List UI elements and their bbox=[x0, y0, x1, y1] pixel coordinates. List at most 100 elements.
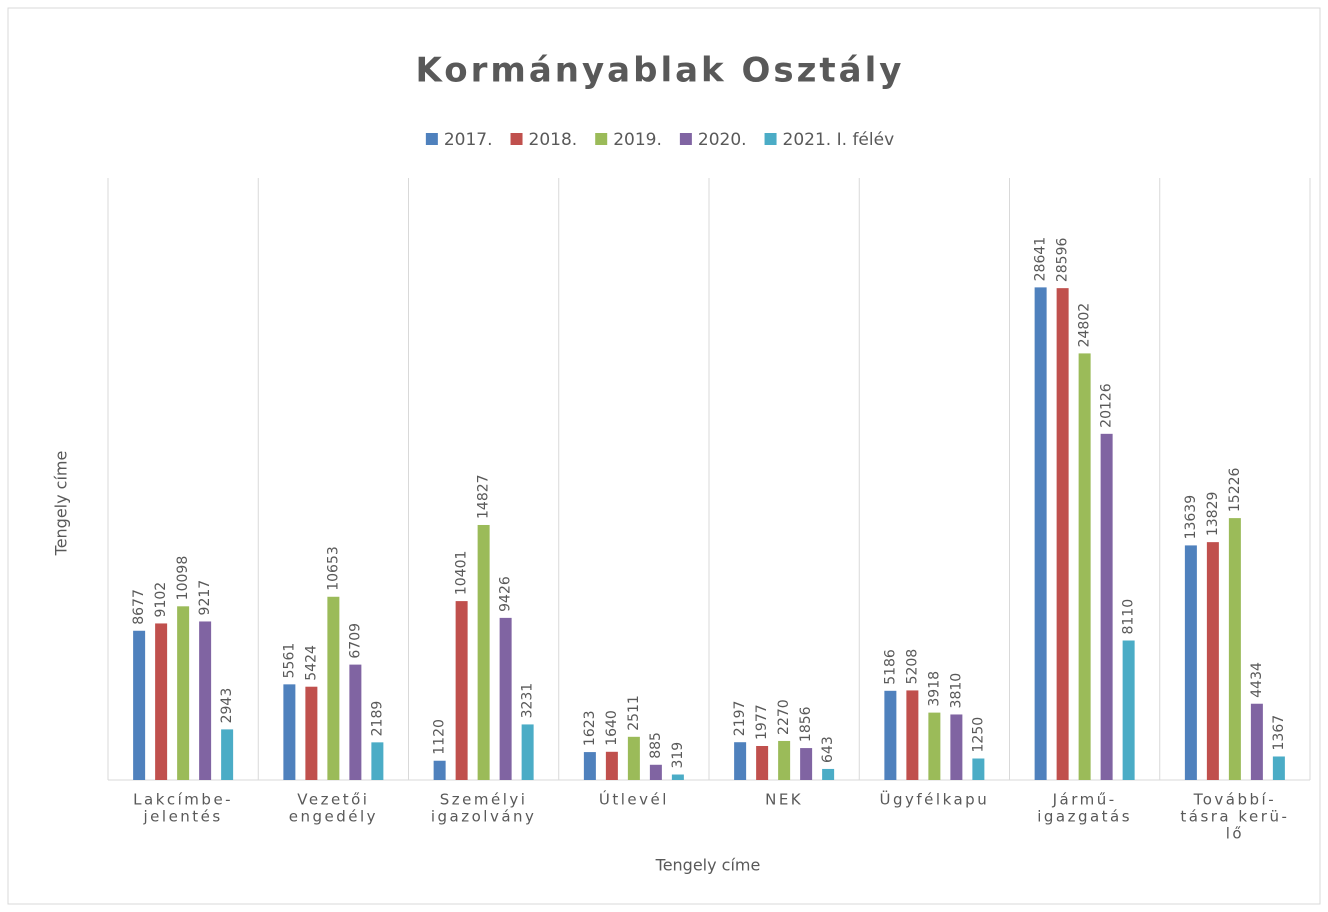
data-label: 643 bbox=[820, 736, 836, 763]
data-label: 5208 bbox=[904, 649, 920, 685]
bar bbox=[756, 745, 769, 780]
data-label: 885 bbox=[648, 732, 664, 759]
data-label: 13829 bbox=[1205, 492, 1221, 537]
legend-swatch bbox=[679, 133, 692, 145]
chart-title: Kormányablak Osztály bbox=[416, 51, 905, 91]
bar bbox=[477, 524, 490, 780]
data-label: 5561 bbox=[281, 643, 297, 679]
x-tick-label: lő bbox=[1226, 825, 1244, 843]
data-label: 13639 bbox=[1183, 495, 1199, 540]
x-tick-label: igazgatás bbox=[1037, 808, 1132, 826]
data-label: 3810 bbox=[948, 673, 964, 709]
data-label: 28641 bbox=[1033, 237, 1049, 282]
data-label: 10401 bbox=[454, 551, 470, 596]
bar bbox=[521, 724, 534, 780]
bar bbox=[155, 623, 168, 780]
bar bbox=[671, 774, 684, 780]
data-label: 5424 bbox=[303, 645, 319, 681]
y-axis-title: Tengely címe bbox=[52, 451, 71, 557]
data-label: 15226 bbox=[1227, 467, 1243, 512]
legend-label: 2020. bbox=[698, 130, 747, 150]
bar bbox=[906, 690, 919, 780]
bar bbox=[649, 764, 662, 780]
data-label: 1250 bbox=[970, 717, 986, 753]
data-label: 4434 bbox=[1249, 662, 1265, 698]
legend: 2017. 2018. 2019. 2020. 2021. I. félév bbox=[425, 130, 895, 150]
data-label: 1623 bbox=[582, 710, 598, 746]
bar bbox=[1250, 703, 1263, 780]
data-label: 5186 bbox=[882, 649, 898, 685]
bar bbox=[283, 684, 296, 780]
legend-label: 2018. bbox=[529, 130, 578, 150]
bar bbox=[1206, 542, 1219, 780]
data-label: 1120 bbox=[432, 719, 448, 755]
data-label: 14827 bbox=[476, 474, 492, 519]
data-label: 3918 bbox=[926, 671, 942, 707]
data-label: 3231 bbox=[520, 683, 536, 719]
bar bbox=[605, 751, 618, 780]
bar bbox=[583, 752, 596, 780]
x-tick-label: tásra kerü- bbox=[1180, 808, 1289, 826]
bar bbox=[221, 729, 234, 780]
data-label: 1856 bbox=[798, 706, 814, 742]
bar bbox=[371, 742, 384, 780]
data-label: 9102 bbox=[153, 582, 169, 618]
x-tick-label: engedély bbox=[289, 808, 378, 826]
bar bbox=[199, 621, 212, 780]
x-tick-label: NEK bbox=[765, 791, 803, 809]
bar bbox=[884, 690, 897, 780]
bar bbox=[133, 630, 146, 780]
data-label: 20126 bbox=[1099, 383, 1115, 428]
data-label: 2511 bbox=[626, 695, 642, 731]
bar bbox=[972, 758, 985, 780]
bar bbox=[734, 742, 747, 780]
bar bbox=[305, 686, 318, 780]
x-tick-label: jelentés bbox=[143, 808, 223, 826]
bar bbox=[1184, 545, 1197, 780]
x-tick-label: Ügyfélkapu bbox=[880, 790, 990, 809]
data-label: 1977 bbox=[754, 704, 770, 740]
data-label: 8677 bbox=[131, 589, 147, 625]
bar bbox=[1228, 518, 1241, 780]
bar bbox=[950, 714, 963, 780]
bar bbox=[800, 748, 813, 780]
data-label: 1367 bbox=[1271, 715, 1287, 751]
legend-label: 2019. bbox=[613, 130, 662, 150]
bar bbox=[349, 664, 362, 780]
data-label: 1640 bbox=[604, 710, 620, 746]
bar bbox=[1122, 640, 1135, 780]
legend-swatch bbox=[510, 133, 523, 145]
bar bbox=[177, 606, 190, 780]
bar bbox=[1056, 288, 1069, 780]
legend-label: 2021. I. félév bbox=[783, 130, 895, 150]
x-tick-label: Útlevél bbox=[599, 790, 669, 809]
bar bbox=[778, 740, 791, 780]
x-tick-label: igazolvány bbox=[431, 808, 537, 826]
data-label: 2197 bbox=[732, 701, 748, 737]
bar bbox=[433, 760, 446, 780]
bar bbox=[1100, 433, 1113, 780]
bar bbox=[928, 712, 941, 780]
x-tick-label: Jármű- bbox=[1052, 791, 1117, 809]
bar bbox=[499, 617, 512, 780]
data-label: 9426 bbox=[498, 576, 514, 612]
x-tick-label: Személyi bbox=[440, 791, 528, 809]
data-label: 2270 bbox=[776, 699, 792, 735]
data-label: 28596 bbox=[1055, 238, 1071, 283]
legend-label: 2017. bbox=[444, 130, 493, 150]
bar bbox=[1078, 353, 1091, 780]
x-axis-title: Tengely címe bbox=[655, 856, 761, 875]
data-label: 10098 bbox=[175, 556, 191, 601]
legend-swatch bbox=[425, 133, 438, 145]
data-label: 10653 bbox=[325, 546, 341, 591]
bar bbox=[1034, 287, 1047, 780]
legend-swatch bbox=[764, 133, 777, 145]
data-label: 24802 bbox=[1077, 303, 1093, 348]
data-label: 9217 bbox=[197, 580, 213, 616]
x-tick-label: Továbbí- bbox=[1193, 791, 1276, 809]
bar bbox=[627, 736, 640, 780]
data-label: 8110 bbox=[1121, 599, 1137, 635]
bar bbox=[455, 601, 468, 780]
data-label: 6709 bbox=[347, 623, 363, 659]
